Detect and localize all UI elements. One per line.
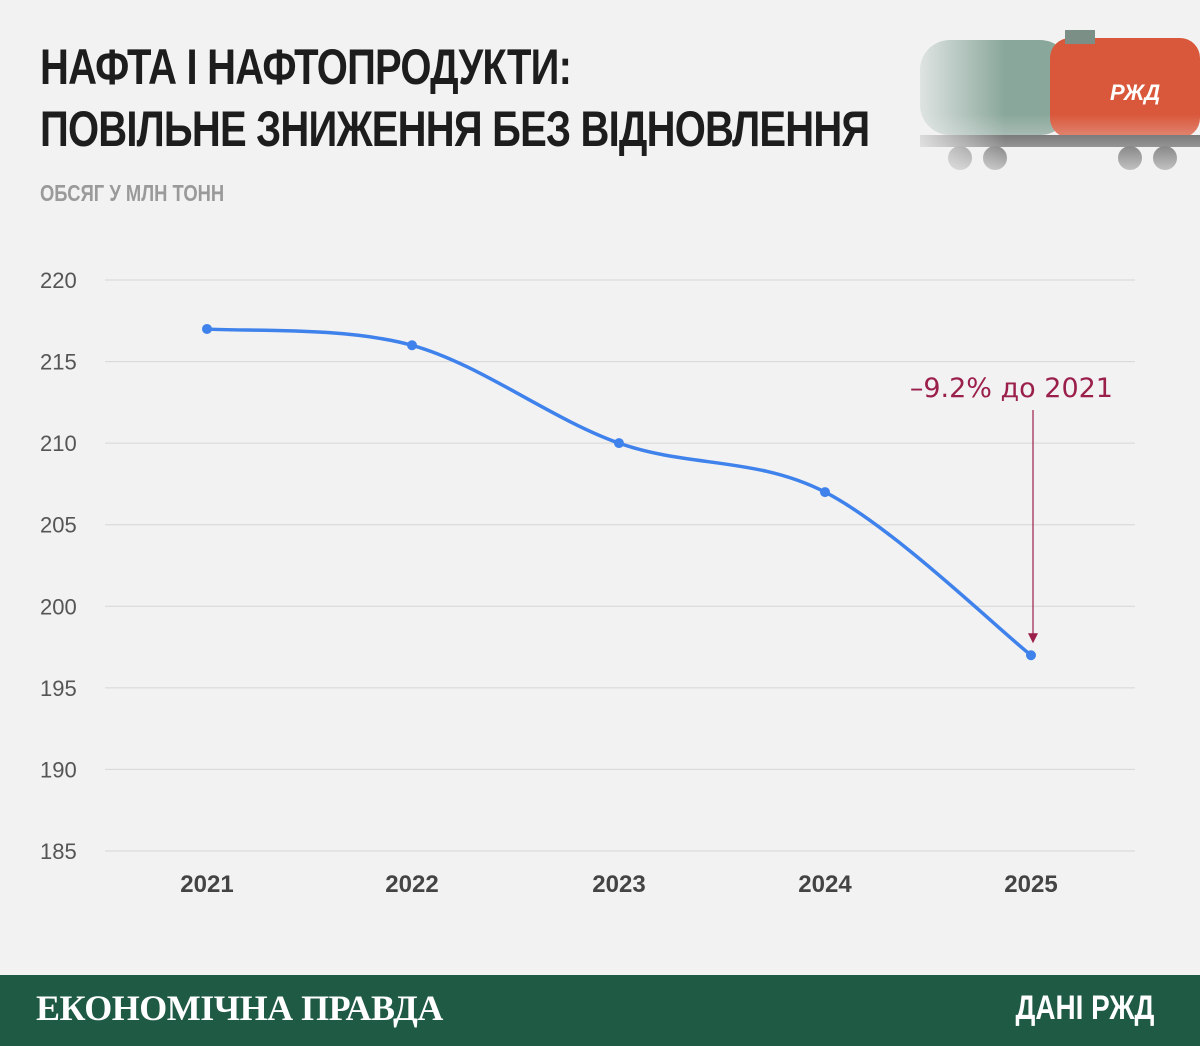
data-source: ДАНІ РЖД [1015, 989, 1154, 1027]
data-point-2022 [407, 340, 417, 351]
y-tick-label: 195 [40, 676, 77, 701]
data-points [202, 323, 1036, 661]
tank-wagon-image: РЖД [900, 0, 1200, 190]
y-tick-label: 185 [40, 839, 77, 864]
annotation-arrowhead [1028, 633, 1038, 644]
title-line-2: ПОВІЛЬНЕ ЗНИЖЕННЯ БЕЗ ВІДНОВЛЕННЯ [40, 101, 870, 157]
x-tick-label: 2022 [385, 871, 438, 898]
data-point-2021 [202, 323, 212, 334]
annotation-label: –9.2% до 2021 [910, 373, 1113, 404]
chart-title: НАФТА І НАФТОПРОДУКТИ: ПОВІЛЬНЕ ЗНИЖЕННЯ… [40, 36, 870, 160]
data-point-2023 [614, 438, 624, 449]
x-tick-label: 2025 [1004, 871, 1057, 898]
change-annotation: –9.2% до 2021 [910, 373, 1113, 644]
y-axis-ticks: 220 215 210 205 200 195 190 185 [40, 268, 77, 864]
y-tick-label: 205 [40, 513, 77, 538]
y-tick-label: 200 [40, 594, 77, 619]
data-point-2025 [1026, 650, 1036, 661]
x-tick-label: 2024 [798, 871, 852, 898]
publisher-logo: ЕКОНОМІЧНА ПРАВДА [36, 988, 443, 1028]
gridlines [105, 279, 1135, 852]
y-tick-label: 215 [40, 350, 77, 375]
y-tick-label: 210 [40, 431, 77, 456]
data-point-2024 [820, 487, 830, 498]
y-tick-label: 190 [40, 757, 77, 782]
x-tick-label: 2023 [592, 871, 645, 898]
x-axis-ticks: 2021 2022 2023 2024 2025 [180, 871, 1057, 898]
title-line-1: НАФТА І НАФТОПРОДУКТИ: [40, 39, 572, 95]
units-subtitle: ОБСЯГ У МЛН ТОНН [40, 180, 225, 206]
y-tick-label: 220 [40, 268, 77, 293]
footer-bar: ЕКОНОМІЧНА ПРАВДА ДАНІ РЖД [0, 975, 1200, 1046]
x-tick-label: 2021 [180, 871, 233, 898]
